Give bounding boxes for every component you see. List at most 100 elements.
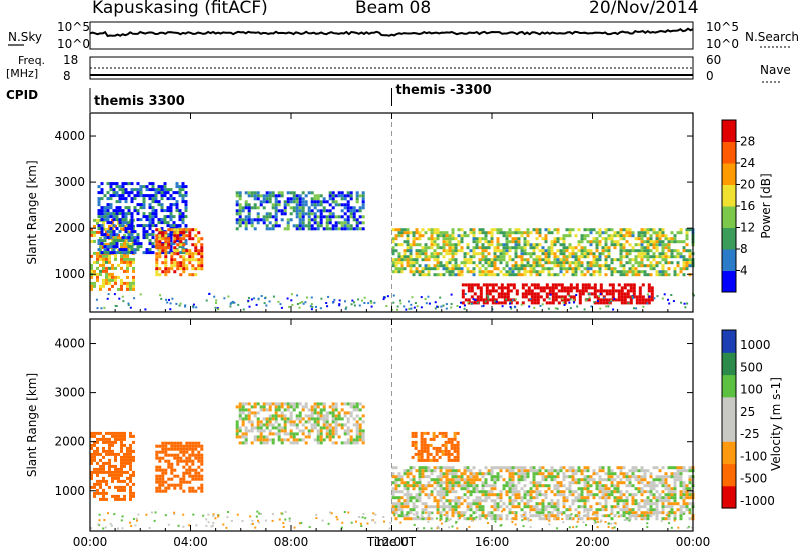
data-cell — [604, 255, 608, 259]
scatter-cell — [585, 299, 588, 302]
data-cell — [617, 292, 621, 296]
data-cell — [532, 264, 536, 268]
data-cell — [544, 514, 548, 518]
data-cell — [105, 254, 108, 258]
data-cell — [592, 261, 596, 265]
data-cell — [451, 228, 455, 232]
data-cell — [661, 502, 665, 506]
data-cell — [619, 252, 623, 256]
data-cell — [316, 209, 320, 213]
data-cell — [478, 237, 482, 241]
data-cell — [460, 273, 464, 277]
data-cell — [99, 479, 102, 483]
data-cell — [511, 499, 515, 503]
data-cell — [155, 237, 159, 241]
data-cell — [124, 230, 128, 234]
data-cell — [655, 246, 659, 250]
data-cell — [105, 272, 108, 276]
data-cell — [421, 249, 425, 253]
data-cell — [397, 499, 401, 503]
data-cell — [411, 440, 415, 444]
data-cell — [520, 267, 524, 271]
data-cell — [442, 264, 446, 268]
data-cell — [155, 273, 159, 277]
data-cell — [409, 493, 413, 497]
data-cell — [607, 255, 611, 259]
data-cell — [164, 447, 168, 451]
scatter-cell — [470, 519, 473, 522]
data-cell — [484, 481, 488, 485]
data-cell — [114, 281, 117, 285]
scatter-cell — [264, 519, 267, 522]
data-cell — [622, 514, 626, 518]
data-cell — [637, 475, 641, 479]
data-cell — [649, 228, 653, 232]
scatter-cell — [107, 293, 110, 296]
data-cell — [197, 477, 201, 481]
data-cell — [105, 227, 108, 231]
data-cell — [421, 252, 425, 256]
data-cell — [565, 487, 569, 491]
data-cell — [97, 197, 101, 201]
data-cell — [173, 237, 177, 241]
data-cell — [346, 417, 350, 421]
data-cell — [629, 289, 633, 293]
data-cell — [325, 414, 329, 418]
data-cell — [439, 472, 443, 476]
data-cell — [499, 475, 503, 479]
data-cell — [105, 257, 108, 261]
data-cell — [90, 452, 93, 456]
data-cell — [139, 188, 143, 192]
data-cell — [433, 249, 437, 253]
data-cell — [505, 249, 509, 253]
data-cell — [256, 221, 260, 225]
data-cell — [182, 474, 186, 478]
data-cell — [286, 408, 290, 412]
data-cell — [414, 431, 418, 435]
data-cell — [169, 236, 173, 240]
data-cell — [123, 494, 126, 498]
data-cell — [586, 466, 590, 470]
data-cell — [176, 234, 180, 238]
data-cell — [460, 234, 464, 238]
data-cell — [529, 246, 533, 250]
data-cell — [109, 212, 113, 216]
data-cell — [562, 267, 566, 271]
data-cell — [268, 402, 272, 406]
data-cell — [427, 469, 431, 473]
data-cell — [527, 298, 531, 302]
data-cell — [673, 472, 677, 476]
data-cell — [448, 234, 452, 238]
data-cell — [265, 435, 269, 439]
data-cell — [508, 511, 512, 515]
data-cell — [394, 487, 398, 491]
data-cell — [529, 255, 533, 259]
data-cell — [620, 292, 624, 296]
data-cell — [355, 197, 359, 201]
data-cell — [472, 249, 476, 253]
data-cell — [508, 267, 512, 271]
data-cell — [598, 273, 602, 277]
data-cell — [130, 227, 134, 231]
data-cell — [685, 264, 689, 268]
scatter-cell — [130, 524, 133, 527]
data-cell — [601, 508, 605, 512]
scatter-cell — [688, 511, 691, 514]
data-cell — [358, 432, 362, 436]
data-cell — [523, 267, 527, 271]
data-cell — [595, 472, 599, 476]
scatter-cell — [251, 522, 254, 525]
data-cell — [631, 267, 635, 271]
scatter-cell — [539, 304, 542, 307]
data-cell — [173, 228, 177, 232]
data-cell — [451, 481, 455, 485]
data-cell — [445, 466, 449, 470]
data-cell — [664, 478, 668, 482]
data-cell — [502, 255, 506, 259]
data-cell — [497, 292, 501, 296]
data-cell — [688, 517, 692, 521]
data-cell — [421, 469, 425, 473]
data-cell — [424, 487, 428, 491]
data-cell — [478, 228, 482, 232]
data-cell — [409, 466, 413, 470]
